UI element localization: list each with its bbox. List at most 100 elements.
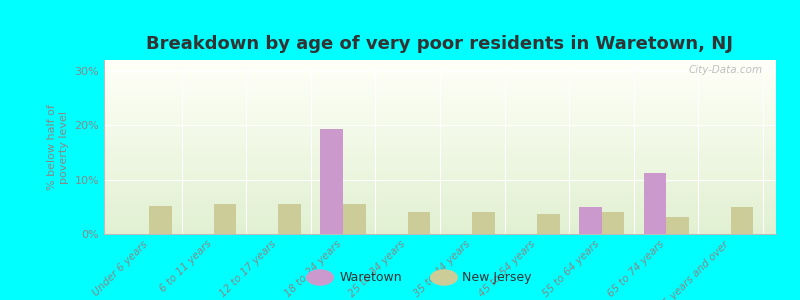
Bar <box>104 133 776 135</box>
Bar <box>104 70 776 72</box>
Bar <box>104 197 776 199</box>
Bar <box>104 145 776 147</box>
Bar <box>104 143 776 145</box>
Bar <box>730 207 754 234</box>
Bar <box>104 159 776 161</box>
Bar <box>104 210 776 212</box>
Text: City-Data.com: City-Data.com <box>689 65 762 75</box>
Bar <box>104 142 776 143</box>
Bar <box>104 199 776 201</box>
Bar <box>104 192 776 194</box>
Bar <box>104 98 776 100</box>
Bar <box>472 212 495 234</box>
Bar <box>150 206 172 234</box>
Bar <box>104 182 776 184</box>
Bar <box>104 90 776 91</box>
Bar <box>104 158 776 159</box>
Bar <box>104 163 776 164</box>
Bar <box>104 173 776 175</box>
Bar <box>104 117 776 119</box>
Bar <box>104 204 776 206</box>
Bar <box>104 184 776 185</box>
Bar <box>104 88 776 90</box>
Bar <box>214 204 237 234</box>
Bar <box>104 180 776 182</box>
Bar <box>104 74 776 76</box>
Bar <box>104 138 776 140</box>
Bar <box>104 136 776 138</box>
Bar <box>602 212 624 234</box>
Bar <box>104 227 776 229</box>
Bar <box>104 189 776 190</box>
Bar <box>104 229 776 230</box>
Bar <box>104 213 776 215</box>
Bar <box>643 173 666 234</box>
Bar <box>104 82 776 84</box>
Bar <box>104 131 776 133</box>
Bar <box>104 220 776 222</box>
Bar <box>104 91 776 93</box>
Bar <box>104 166 776 168</box>
Bar <box>104 100 776 102</box>
Bar <box>104 232 776 234</box>
Bar <box>104 128 776 130</box>
Bar <box>104 119 776 121</box>
Bar <box>104 194 776 196</box>
Bar <box>104 151 776 152</box>
Y-axis label: % below half of
poverty level: % below half of poverty level <box>47 104 69 190</box>
Bar <box>104 124 776 126</box>
Bar <box>104 121 776 123</box>
Text: Waretown: Waretown <box>340 271 402 284</box>
Bar <box>104 95 776 97</box>
Bar <box>104 107 776 109</box>
Bar <box>104 171 776 173</box>
Bar <box>104 64 776 65</box>
Bar <box>104 81 776 82</box>
Bar <box>104 130 776 131</box>
Text: New Jersey: New Jersey <box>462 271 532 284</box>
Bar <box>104 84 776 86</box>
Bar <box>104 177 776 178</box>
Bar <box>104 76 776 77</box>
Bar <box>104 190 776 192</box>
Bar <box>104 203 776 204</box>
Bar <box>104 126 776 128</box>
Bar <box>104 102 776 103</box>
Bar <box>104 109 776 110</box>
Bar <box>408 212 430 234</box>
Bar <box>104 178 776 180</box>
Bar <box>104 169 776 171</box>
Bar <box>104 60 776 62</box>
Bar <box>104 93 776 95</box>
Bar <box>104 224 776 225</box>
Bar <box>104 185 776 187</box>
Bar <box>104 114 776 116</box>
Bar <box>104 225 776 227</box>
Bar <box>104 164 776 166</box>
Title: Breakdown by age of very poor residents in Waretown, NJ: Breakdown by age of very poor residents … <box>146 35 734 53</box>
Bar <box>104 147 776 149</box>
Bar <box>104 208 776 210</box>
Bar <box>104 62 776 64</box>
Bar <box>104 196 776 197</box>
Bar <box>104 103 776 105</box>
Bar <box>343 203 366 234</box>
Bar <box>104 105 776 107</box>
Bar <box>104 218 776 220</box>
Bar <box>104 67 776 69</box>
Bar <box>104 156 776 158</box>
Bar <box>104 222 776 224</box>
Bar <box>104 77 776 79</box>
Bar <box>104 168 776 170</box>
Bar <box>104 212 776 213</box>
Bar <box>104 161 776 163</box>
Bar <box>104 110 776 112</box>
Bar <box>537 214 559 234</box>
Bar <box>104 230 776 232</box>
Bar <box>104 217 776 218</box>
Bar <box>104 215 776 217</box>
Bar <box>104 116 776 117</box>
Bar <box>104 152 776 154</box>
Bar <box>104 154 776 156</box>
Bar <box>104 72 776 74</box>
